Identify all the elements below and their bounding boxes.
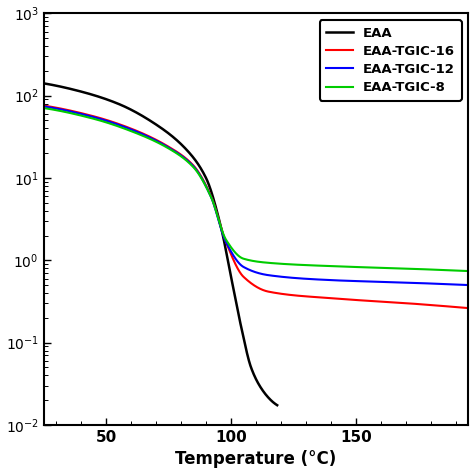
Line: EAA: EAA: [44, 83, 277, 405]
EAA-TGIC-8: [465, 268, 471, 274]
EAA-TGIC-12: [453, 282, 459, 287]
Line: EAA-TGIC-12: EAA-TGIC-12: [44, 106, 468, 285]
EAA-TGIC-12: [465, 282, 471, 288]
EAA-TGIC-16: [247, 280, 253, 285]
EAA-TGIC-12: [41, 103, 46, 109]
EAA-TGIC-16: [63, 107, 68, 112]
EAA-TGIC-12: [236, 260, 242, 266]
EAA-TGIC-16: [465, 305, 471, 311]
EAA-TGIC-12: [63, 108, 68, 113]
Legend: EAA, EAA-TGIC-16, EAA-TGIC-12, EAA-TGIC-8: EAA, EAA-TGIC-16, EAA-TGIC-12, EAA-TGIC-…: [319, 20, 462, 101]
EAA: [220, 234, 226, 240]
EAA-TGIC-16: [375, 299, 381, 304]
EAA-TGIC-8: [453, 268, 459, 273]
X-axis label: Temperature (°C): Temperature (°C): [175, 450, 337, 468]
EAA: [274, 402, 280, 408]
EAA-TGIC-12: [375, 279, 381, 284]
EAA-TGIC-8: [453, 268, 459, 273]
EAA: [265, 394, 271, 400]
Line: EAA-TGIC-8: EAA-TGIC-8: [44, 108, 468, 271]
EAA-TGIC-16: [236, 268, 242, 273]
EAA-TGIC-8: [63, 109, 68, 115]
EAA-TGIC-8: [375, 265, 381, 271]
EAA: [41, 81, 46, 86]
EAA-TGIC-8: [236, 253, 242, 259]
EAA-TGIC-12: [453, 282, 459, 287]
EAA-TGIC-8: [247, 257, 253, 263]
EAA: [52, 82, 58, 88]
EAA-TGIC-16: [453, 304, 459, 310]
EAA-TGIC-8: [41, 105, 46, 111]
EAA: [59, 84, 64, 90]
EAA-TGIC-12: [247, 267, 253, 273]
EAA-TGIC-16: [41, 103, 46, 109]
EAA: [137, 112, 143, 118]
EAA-TGIC-16: [453, 304, 459, 310]
Line: EAA-TGIC-16: EAA-TGIC-16: [44, 106, 468, 308]
EAA: [100, 95, 106, 101]
